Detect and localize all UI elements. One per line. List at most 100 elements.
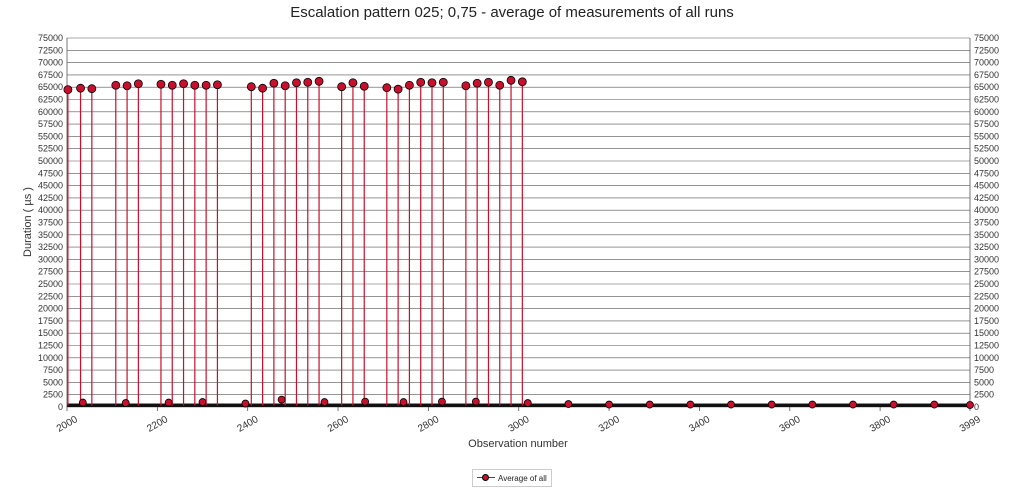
y-tick-label-right: 42500: [974, 193, 999, 203]
y-tick-label-left: 65000: [38, 82, 63, 92]
data-point: [438, 77, 448, 87]
y-tick-label-left: 55000: [38, 131, 63, 141]
data-point: [122, 81, 132, 91]
y-tick-label-left: 57500: [38, 119, 63, 129]
data-point: [767, 400, 776, 409]
data-point: [201, 80, 211, 90]
data-point: [348, 78, 358, 88]
y-tick-label-left: 60000: [38, 107, 63, 117]
y-tick-label-right: 60000: [974, 107, 999, 117]
data-point: [686, 400, 695, 409]
data-point: [889, 400, 898, 409]
data-point: [213, 80, 222, 90]
data-point: [359, 81, 369, 91]
y-tick-label-left: 25000: [38, 279, 63, 289]
data-point: [111, 80, 121, 90]
data-point: [156, 79, 166, 89]
data-point: [190, 80, 200, 90]
y-tick-label-left: 5000: [43, 377, 63, 387]
y-tick-label-right: 45000: [974, 181, 999, 191]
data-point: [605, 400, 613, 409]
y-tick-label-left: 67500: [38, 70, 63, 80]
legend-label: Average of all: [498, 473, 547, 483]
grid-lines: [67, 37, 970, 408]
data-point: [303, 77, 313, 87]
y-tick-label-right: 5000: [974, 377, 994, 387]
y-tick-label-left: 10000: [38, 353, 63, 363]
x-tick-label: 2400: [236, 414, 261, 435]
x-tick-label: 3999: [958, 414, 983, 435]
y-tick-label-left: 0: [58, 402, 63, 412]
y-tick-label-left: 2500: [43, 390, 63, 400]
data-point: [87, 84, 97, 94]
y-tick-label-right: 67500: [974, 70, 999, 80]
x-tick-label: 3000: [507, 414, 532, 435]
legend[interactable]: Average of all: [472, 469, 552, 487]
data-point: [269, 78, 279, 88]
y-tick-label-right: 55000: [974, 131, 999, 141]
y-tick-label-right: 2500: [974, 390, 994, 400]
x-axis-label: Observation number: [468, 438, 568, 450]
x-tick-label: 2600: [326, 414, 351, 435]
data-point: [930, 400, 939, 409]
y-tick-label-left: 50000: [38, 156, 63, 166]
data-point: [517, 77, 527, 87]
y-tick-label-right: 12500: [974, 341, 999, 351]
y-tick-label-right: 0: [974, 402, 979, 412]
y-tick-label-right: 65000: [974, 82, 999, 92]
data-point: [523, 399, 532, 407]
y-tick-label-right: 75000: [974, 33, 999, 43]
data-point: [78, 398, 87, 407]
data-point: [361, 397, 370, 406]
y-tick-label-right: 40000: [974, 205, 999, 215]
y-tick-label-right: 50000: [974, 156, 999, 166]
y-tick-label-right: 62500: [974, 95, 999, 105]
y-tick-label-right: 20000: [974, 304, 999, 314]
y-tick-label-right: 70000: [974, 58, 999, 68]
data-point: [258, 83, 267, 93]
y-tick-label-left: 52500: [38, 144, 63, 154]
y-tick-label-right: 57500: [974, 119, 999, 129]
y-tick-label-left: 32500: [38, 242, 63, 252]
x-tick-label: 2800: [416, 414, 441, 435]
data-point: [179, 79, 188, 89]
data-point: [849, 400, 857, 409]
data-point: [808, 400, 817, 409]
data-point: [438, 397, 446, 406]
y-axis-label: Duration ( µs ): [22, 187, 34, 257]
data-point: [427, 78, 437, 88]
y-tick-label-left: 35000: [38, 230, 63, 240]
data-point: [727, 400, 735, 409]
y-tick-label-left: 45000: [38, 181, 63, 191]
y-tick-label-right: 52500: [974, 144, 999, 154]
y-tick-label-right: 32500: [974, 242, 999, 252]
baseline-observations: [67, 403, 970, 407]
data-point: [966, 401, 974, 409]
data-point: [246, 82, 256, 92]
y-tick-label-left: 47500: [38, 168, 63, 178]
y-tick-label-left: 37500: [38, 218, 63, 228]
data-point: [495, 80, 505, 90]
data-point: [472, 78, 482, 88]
y-tick-label-left: 72500: [38, 45, 63, 55]
data-point: [314, 76, 324, 86]
data-point: [76, 83, 85, 93]
y-tick-label-left: 22500: [38, 291, 63, 301]
y-tick-label-right: 37500: [974, 218, 999, 228]
y-tick-label-right: 7500: [974, 365, 994, 375]
y-axis-ticks: 0 0 2500 2500 5000 5000 7500 7500 10000 10000 1250…: [38, 33, 999, 412]
x-tick-label: 2200: [145, 414, 170, 435]
y-tick-label-right: 27500: [974, 267, 999, 277]
y-tick-label-right: 15000: [974, 328, 999, 338]
data-point: [399, 398, 408, 406]
y-tick-label-right: 10000: [974, 353, 999, 363]
data-point: [337, 82, 347, 92]
data-point: [121, 399, 130, 407]
y-tick-label-left: 70000: [38, 58, 63, 68]
y-tick-label-left: 30000: [38, 254, 63, 264]
data-point: [241, 399, 250, 408]
chart-title: Escalation pattern 025; 0,75 - average o…: [290, 4, 734, 21]
data-point: [484, 77, 493, 87]
data-point: [461, 81, 471, 91]
